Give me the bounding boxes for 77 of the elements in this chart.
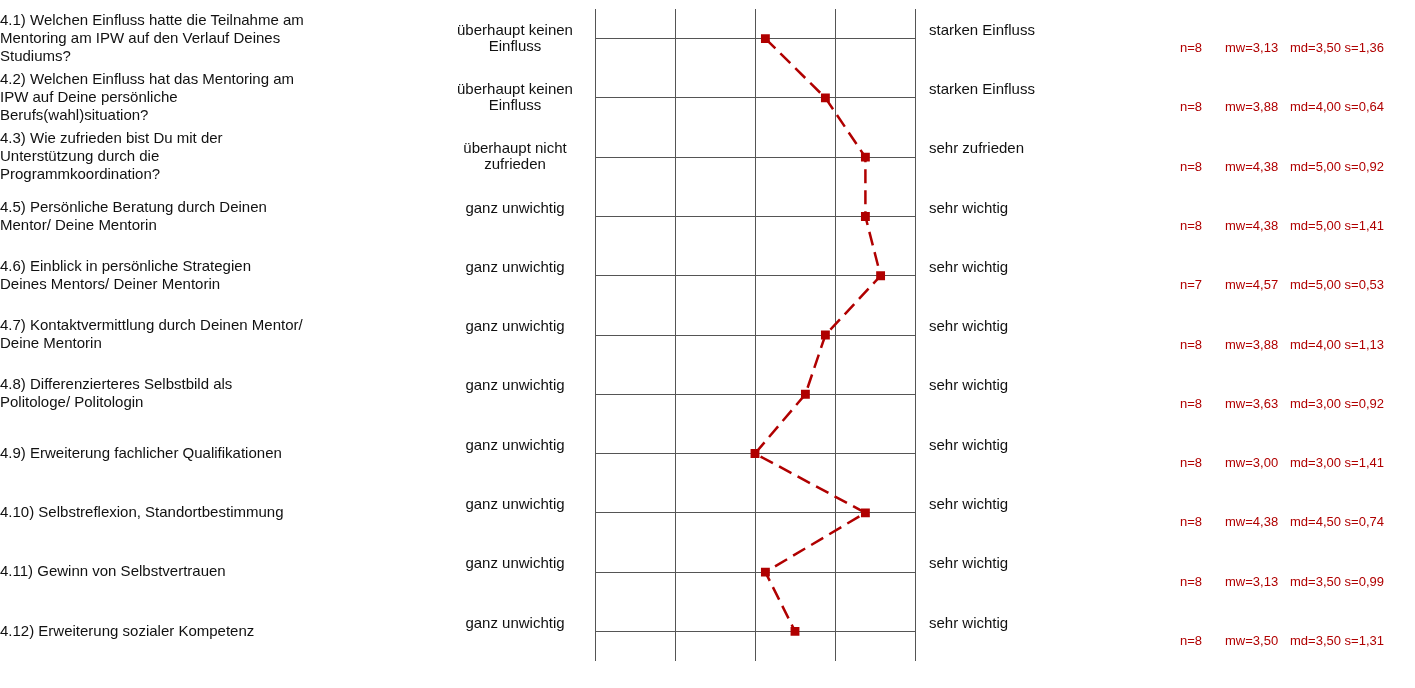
y-tick-label: 4.10) Selbstreflexion, Standortbestimmung [0, 502, 284, 520]
data-label: mw=4,38 [1225, 218, 1279, 234]
text: ganz unwichtig [465, 554, 565, 572]
text: ganz unwichtig [465, 257, 565, 275]
text: sehr wichtig [929, 554, 1009, 572]
text: ganz unwichtig [465, 198, 565, 216]
point [860, 212, 870, 221]
y-tick-label: 4.2) Welchen Einfluss hat das Mentoring am IPW auf Deine persönliche Berufs(wahl)situation? [0, 70, 295, 124]
text: überhaupt keinen Einfluss [457, 80, 573, 114]
text: n=8 [1180, 99, 1203, 115]
text: md=5,00 s=0,92 [1290, 158, 1384, 174]
data-label: mw=3,88 [1225, 99, 1279, 115]
data-label: mw=3,00 [1225, 455, 1279, 471]
data-label: mw=3,63 [1225, 395, 1279, 411]
y-tick-label: 4.1) Welchen Einfluss hatte die Teilnahme am Mentoring am IPW auf den Verlauf Deines Studiums? [0, 10, 304, 64]
text: sehr wichtig [929, 257, 1009, 275]
data-label: mw=3,13 [1225, 40, 1279, 56]
data-label: mw=3,13 [1225, 573, 1279, 589]
text: starken Einfluss [929, 80, 1035, 98]
point [820, 93, 830, 103]
point [860, 508, 870, 518]
text: md=3,50 s=1,36 [1290, 40, 1384, 56]
text: sehr wichtig [929, 317, 1009, 335]
y-tick-label: 4.5) Persönliche Beratung durch Deinen Mentor/ Deine Mentorin [0, 197, 267, 233]
text: sehr wichtig [929, 613, 1009, 631]
text: n=8 [1180, 40, 1203, 56]
data-label: mw=3,88 [1225, 336, 1279, 352]
text: md=3,00 s=0,92 [1290, 395, 1384, 411]
y-tick-label: 4.3) Wie zufrieden bist Du mit der Unterstützung durch die Programmkoordination? [0, 129, 223, 183]
text: sehr wichtig [929, 435, 1009, 453]
text: md=4,50 s=0,74 [1290, 514, 1384, 530]
y-tick-label: 4.11) Gewinn von Selbstvertrauen [0, 562, 226, 580]
point [760, 567, 770, 577]
text: ganz unwichtig [465, 435, 565, 453]
text: md=3,50 s=1,31 [1290, 632, 1384, 648]
text: ganz unwichtig [465, 317, 565, 335]
text: n=8 [1180, 573, 1203, 589]
text: md=4,00 s=0,64 [1290, 99, 1384, 115]
point [800, 389, 810, 399]
text: md=3,50 s=0,99 [1290, 573, 1384, 589]
point [760, 34, 770, 44]
text: n=8 [1180, 514, 1203, 530]
text: überhaupt keinen Einfluss [457, 20, 573, 54]
text: starken Einfluss [929, 20, 1035, 38]
point [820, 330, 830, 340]
point [876, 271, 886, 281]
data-label: mw=4,38 [1225, 514, 1279, 530]
text: n=8 [1180, 158, 1203, 174]
y-tick-label: 4.7) Kontaktvermittlung durch Deinen Mentor/ Deine Mentorin [0, 316, 304, 352]
text: n=8 [1180, 455, 1203, 471]
point [860, 152, 870, 162]
data-label: mw=4,38 [1225, 158, 1279, 174]
data-label: mw=3,50 [1225, 632, 1279, 648]
text: n=8 [1180, 218, 1203, 234]
text: md=4,00 s=1,13 [1290, 336, 1384, 352]
y-tick-label: 4.9) Erweiterung fachlicher Qualifikationen [0, 443, 282, 461]
text: ganz unwichtig [465, 613, 565, 631]
text: md=5,00 s=1,41 [1290, 218, 1384, 234]
text: n=7 [1180, 277, 1203, 293]
text: n=8 [1180, 632, 1203, 648]
text: überhaupt nicht zufrieden [463, 139, 568, 173]
text: ganz unwichtig [465, 494, 565, 512]
point [790, 626, 800, 636]
text: sehr zufrieden [929, 139, 1025, 157]
y-tick-label: 4.8) Differenzierteres Selbstbild als Politologe/ Politologin [0, 375, 233, 411]
data-label: mw=4,57 [1225, 277, 1279, 293]
text: sehr wichtig [929, 198, 1009, 216]
text: n=8 [1180, 336, 1203, 352]
y-tick-label: 4.12) Erweiterung sozialer Kompetenz [0, 621, 255, 639]
text: sehr wichtig [929, 376, 1009, 394]
text: md=5,00 s=0,53 [1290, 277, 1384, 293]
text: n=8 [1180, 395, 1203, 411]
text: ganz unwichtig [465, 376, 565, 394]
text: md=3,00 s=1,41 [1290, 455, 1384, 471]
point [750, 449, 760, 458]
y-tick-label: 4.6) Einblick in persönliche Strategien Deines Mentors/ Deiner Mentorin [0, 256, 251, 292]
text: sehr wichtig [929, 494, 1009, 512]
